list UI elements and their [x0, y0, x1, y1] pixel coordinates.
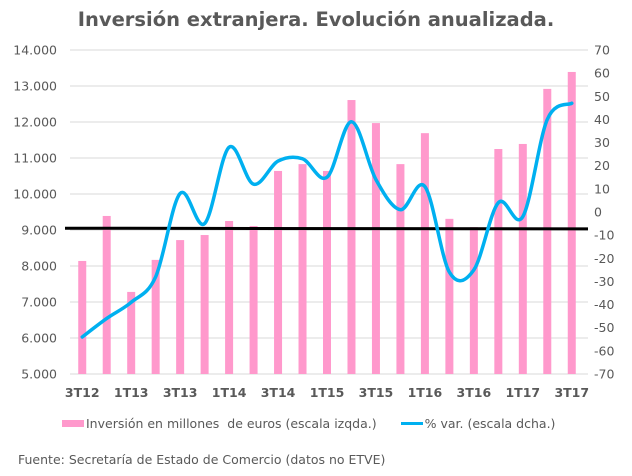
bar	[543, 88, 552, 374]
right-tick-label: 20	[594, 158, 610, 173]
left-tick-label: 5.000	[21, 367, 57, 382]
x-axis: 3T12 1T13 3T13 1T14 3T14 1T15 3T15 1T16 3T16 1T17…	[65, 385, 589, 400]
left-tick-label: 11.000	[13, 151, 57, 166]
legend-label-investment: Inversión en millones de euros (escala i…	[86, 415, 377, 431]
bar	[102, 215, 111, 374]
right-tick-label: -70	[594, 367, 614, 382]
right-tick-label: 50	[594, 89, 610, 104]
bar	[127, 291, 136, 374]
bar	[249, 226, 258, 374]
x-tick-label: 1T14	[212, 385, 247, 400]
bar	[200, 235, 209, 374]
source-note: Fuente: Secretaría de Estado de Comercio…	[18, 452, 386, 467]
bar	[371, 123, 380, 374]
bar	[225, 221, 234, 374]
x-tick-label: 3T15	[359, 385, 394, 400]
left-tick-label: 6.000	[21, 331, 57, 346]
bar	[494, 149, 503, 374]
left-tick-label: 14.000	[13, 43, 57, 58]
left-tick-label: 12.000	[13, 115, 57, 130]
bar-series	[78, 71, 576, 375]
x-tick-label: 3T12	[65, 385, 100, 400]
legend-swatch-line-icon	[400, 421, 423, 425]
right-tick-label: 10	[594, 181, 610, 196]
bar	[518, 143, 527, 374]
legend-item-variation: % var. (escala dcha.)	[400, 415, 556, 431]
left-tick-label: 13.000	[13, 79, 57, 94]
bar	[323, 170, 331, 374]
legend-swatch-bar-icon	[62, 419, 84, 427]
left-tick-label: 10.000	[13, 187, 57, 202]
legend-label-variation: % var. (escala dcha.)	[424, 415, 556, 431]
left-tick-label: 7.000	[21, 295, 57, 310]
right-tick-label: 70	[594, 43, 610, 58]
chart-plot: 5.000 6.000 7.000 8.000 9.000 10.000 11.000 12.…	[13, 43, 614, 401]
right-axis: -70 -60 -50 -40 -30 -20 -10 0 10 20 30 40 50 60 70	[594, 43, 614, 382]
bar	[445, 218, 454, 374]
right-tick-label: -10	[594, 228, 614, 243]
x-tick-label: 1T13	[114, 385, 149, 400]
x-tick-label: 3T14	[261, 385, 296, 400]
legend-item-investment: Inversión en millones de euros (escala i…	[62, 416, 377, 431]
right-tick-label: -20	[594, 251, 614, 266]
line-series	[80, 101, 574, 339]
x-tick-label: 1T15	[310, 385, 345, 400]
right-tick-label: 60	[594, 66, 610, 81]
x-tick-label: 3T13	[163, 385, 198, 400]
left-tick-label: 8.000	[21, 259, 57, 274]
legend: Inversión en millones de euros (escala i…	[62, 414, 555, 432]
right-tick-label: -30	[594, 274, 614, 289]
right-tick-label: -50	[594, 320, 614, 335]
bar	[274, 170, 283, 374]
x-tick-label: 1T17	[505, 385, 540, 400]
x-tick-label: 3T16	[457, 385, 492, 400]
variation-line	[80, 101, 574, 339]
chart-title: Inversión extranjera. Evolución anualiza…	[77, 8, 555, 31]
x-tick-label: 3T17	[554, 385, 589, 400]
reference-line-layer	[64, 226, 589, 231]
bar	[298, 164, 307, 374]
left-axis: 5.000 6.000 7.000 8.000 9.000 10.000 11.000 12.…	[13, 43, 57, 382]
bar	[469, 227, 478, 374]
bar	[396, 164, 405, 374]
bar	[347, 100, 356, 374]
right-tick-label: 0	[594, 205, 602, 220]
right-tick-label: 40	[594, 112, 610, 127]
bar	[78, 260, 87, 374]
left-tick-label: 9.000	[21, 223, 57, 238]
right-tick-label: -60	[594, 343, 614, 358]
right-tick-label: 30	[594, 135, 610, 150]
reference-line	[64, 226, 589, 231]
right-tick-label: -40	[594, 297, 614, 312]
bar	[420, 133, 429, 374]
bar	[176, 240, 185, 374]
bar	[151, 259, 160, 374]
bar	[567, 71, 576, 375]
x-tick-label: 1T16	[408, 385, 443, 400]
